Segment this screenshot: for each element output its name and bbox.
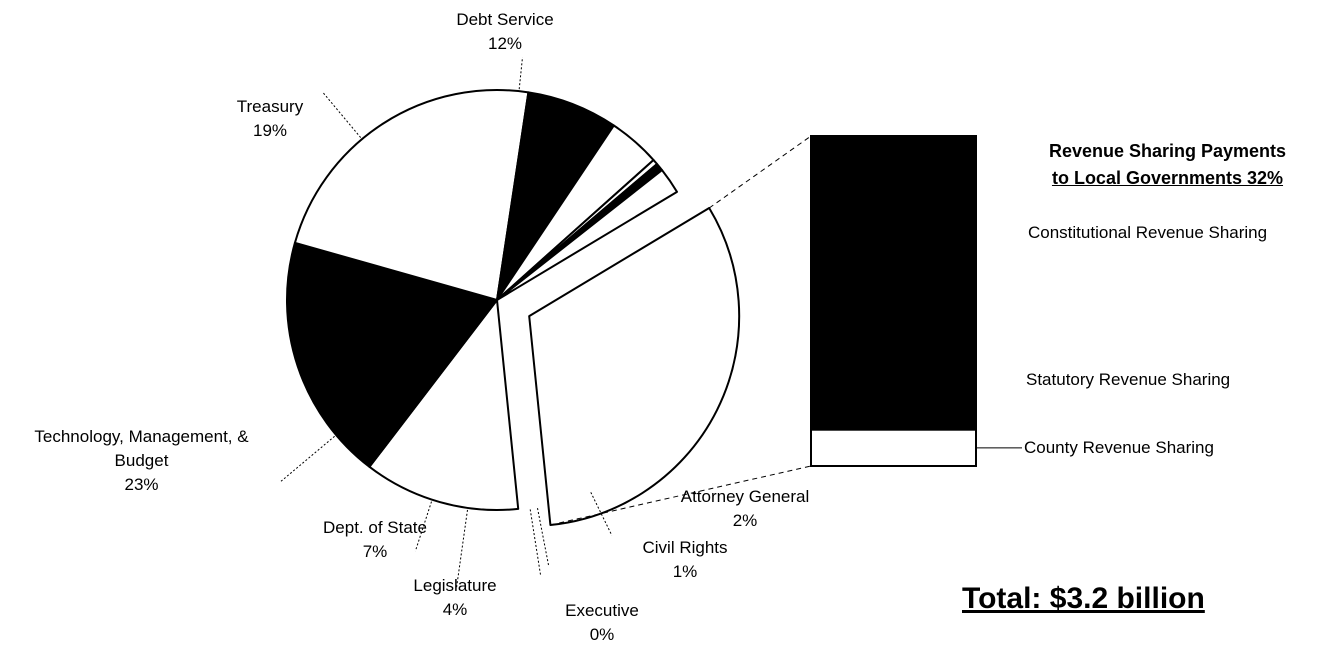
breakdown-title-line1: Revenue Sharing Payments bbox=[1048, 141, 1287, 161]
label-dept-state: Dept. of State 7% bbox=[305, 516, 445, 564]
label-debt-service-pct: 12% bbox=[487, 34, 523, 53]
leader-line-civil-rights bbox=[537, 508, 549, 566]
pie-slice-debt-service bbox=[368, 299, 520, 511]
label-tmb-pct: 23% bbox=[124, 475, 159, 494]
total-label: Total: $3.2 billion bbox=[962, 582, 1205, 615]
breakdown-label-county: County Revenue Sharing bbox=[1024, 438, 1214, 457]
label-civil-rights: Civil Rights 1% bbox=[625, 536, 745, 584]
label-attorney-general-pct: 2% bbox=[732, 511, 758, 530]
label-executive-pct: 0% bbox=[589, 625, 615, 644]
breakdown-label-constitutional: Constitutional Revenue Sharing bbox=[1028, 223, 1268, 242]
label-tmb: Technology, Management, & Budget 23% bbox=[0, 425, 283, 497]
breakdown-bar-county-revenue-sharing bbox=[810, 428, 977, 468]
label-executive: Executive 0% bbox=[542, 599, 662, 647]
label-legislature-pct: 4% bbox=[442, 600, 468, 619]
leader-line-attorney-general bbox=[590, 492, 613, 536]
leader-line-treasury bbox=[321, 91, 362, 138]
leader-line-dept-of-state bbox=[414, 501, 432, 552]
label-attorney-general: Attorney General 2% bbox=[655, 485, 835, 533]
label-legislature: Legislature 4% bbox=[395, 574, 515, 622]
label-attorney-general-name: Attorney General bbox=[680, 487, 810, 506]
leader-line-technology-management-budget bbox=[280, 435, 335, 482]
label-debt-service-name: Debt Service bbox=[456, 10, 554, 29]
label-dept-state-name: Dept. of State bbox=[323, 518, 427, 537]
label-civil-rights-pct: 1% bbox=[672, 562, 698, 581]
pie-slice-attorney-general bbox=[496, 169, 679, 301]
label-treasury-pct: 19% bbox=[252, 121, 288, 140]
breakdown-title: Revenue Sharing Payments to Local Govern… bbox=[1000, 138, 1335, 192]
leader-line-legislature bbox=[456, 509, 468, 588]
label-treasury: Treasury 19% bbox=[205, 95, 335, 143]
pie-slice-technology-management-budget bbox=[293, 89, 530, 301]
label-dept-state-pct: 7% bbox=[362, 542, 388, 561]
label-civil-rights-name: Civil Rights bbox=[642, 538, 728, 557]
label-treasury-name: Treasury bbox=[236, 97, 304, 116]
breakdown-title-line2: to Local Governments 32% bbox=[1051, 168, 1284, 188]
label-tmb-name-line2: Budget bbox=[114, 451, 169, 470]
connector-line-top bbox=[708, 135, 812, 209]
breakdown-bar-state-revenue-sharing bbox=[810, 135, 977, 431]
leader-line-debt-service bbox=[518, 57, 523, 90]
label-legislature-name: Legislature bbox=[413, 576, 497, 595]
pie-slice-treasury bbox=[286, 241, 498, 468]
breakdown-label-statutory: Statutory Revenue Sharing bbox=[1026, 370, 1231, 389]
label-executive-name: Executive bbox=[565, 601, 639, 620]
label-debt-service: Debt Service 12% bbox=[430, 8, 580, 56]
label-tmb-name-line1: Technology, Management, & bbox=[34, 427, 249, 446]
leader-line-executive bbox=[529, 509, 542, 577]
